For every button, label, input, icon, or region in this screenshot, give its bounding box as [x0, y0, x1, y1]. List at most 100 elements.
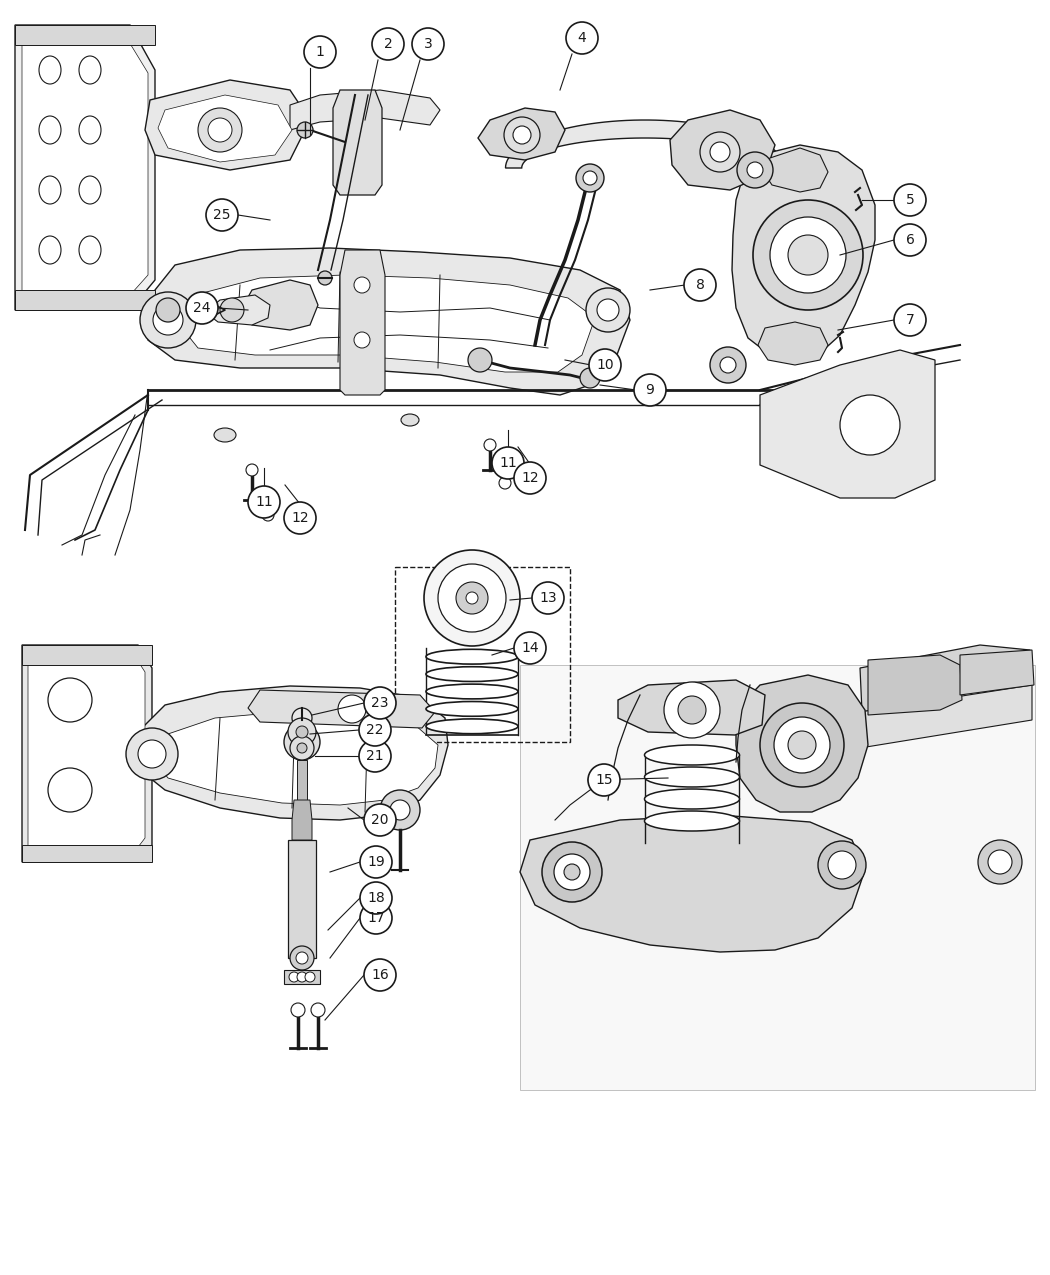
Polygon shape	[140, 686, 448, 820]
Polygon shape	[736, 674, 868, 812]
Circle shape	[338, 695, 366, 723]
Polygon shape	[15, 289, 155, 310]
Circle shape	[840, 395, 900, 455]
Text: 15: 15	[595, 773, 613, 787]
Text: 19: 19	[368, 856, 385, 870]
Circle shape	[262, 509, 274, 521]
Polygon shape	[158, 96, 292, 162]
Circle shape	[364, 687, 396, 719]
Polygon shape	[248, 690, 435, 728]
Circle shape	[492, 448, 524, 479]
Circle shape	[297, 122, 313, 138]
Circle shape	[284, 724, 320, 760]
Circle shape	[48, 768, 92, 812]
Circle shape	[297, 972, 307, 982]
Circle shape	[484, 439, 496, 451]
Text: 25: 25	[213, 208, 231, 222]
Circle shape	[664, 682, 720, 738]
Circle shape	[296, 952, 308, 964]
Text: 10: 10	[596, 358, 614, 372]
Text: 11: 11	[499, 456, 517, 470]
Circle shape	[499, 477, 511, 490]
Circle shape	[296, 725, 308, 738]
Polygon shape	[292, 799, 312, 840]
Ellipse shape	[645, 745, 739, 765]
Text: 24: 24	[193, 301, 211, 315]
Circle shape	[514, 462, 546, 493]
Circle shape	[532, 581, 564, 615]
Circle shape	[290, 946, 314, 970]
Circle shape	[206, 199, 238, 231]
Circle shape	[292, 708, 312, 728]
Circle shape	[554, 854, 590, 890]
Polygon shape	[670, 110, 775, 190]
Polygon shape	[520, 815, 865, 952]
Circle shape	[828, 850, 856, 878]
Circle shape	[412, 28, 444, 60]
Ellipse shape	[214, 428, 236, 442]
Text: 14: 14	[521, 641, 539, 655]
Polygon shape	[478, 108, 565, 159]
Text: 12: 12	[521, 470, 539, 484]
Circle shape	[354, 332, 370, 348]
Polygon shape	[960, 650, 1034, 695]
Circle shape	[580, 368, 600, 388]
Ellipse shape	[645, 789, 739, 810]
Text: 23: 23	[372, 696, 388, 710]
Circle shape	[737, 152, 773, 187]
Circle shape	[126, 728, 178, 780]
Circle shape	[289, 972, 299, 982]
Circle shape	[678, 696, 706, 724]
Circle shape	[291, 1003, 304, 1017]
Circle shape	[788, 731, 816, 759]
Circle shape	[978, 840, 1022, 884]
Circle shape	[684, 269, 716, 301]
Circle shape	[818, 842, 866, 889]
Polygon shape	[22, 845, 152, 862]
Circle shape	[466, 592, 478, 604]
Circle shape	[364, 805, 396, 836]
Circle shape	[514, 632, 546, 664]
Ellipse shape	[426, 701, 518, 717]
Circle shape	[894, 184, 926, 215]
Polygon shape	[22, 32, 148, 303]
Circle shape	[284, 502, 316, 534]
Circle shape	[589, 349, 621, 381]
Polygon shape	[152, 711, 438, 805]
Text: 22: 22	[366, 723, 383, 737]
Text: 17: 17	[368, 912, 384, 924]
Text: 13: 13	[540, 592, 557, 606]
Circle shape	[710, 347, 746, 382]
Ellipse shape	[426, 649, 518, 664]
Polygon shape	[205, 295, 270, 325]
Ellipse shape	[39, 176, 61, 204]
Circle shape	[360, 901, 392, 935]
Circle shape	[364, 959, 396, 991]
Circle shape	[153, 305, 183, 335]
Circle shape	[597, 300, 620, 321]
Polygon shape	[505, 120, 784, 168]
Circle shape	[634, 374, 666, 405]
Circle shape	[770, 217, 846, 293]
Text: 7: 7	[905, 312, 915, 326]
Circle shape	[988, 850, 1012, 873]
Circle shape	[360, 882, 392, 914]
Circle shape	[576, 164, 604, 193]
Circle shape	[894, 224, 926, 256]
Circle shape	[424, 550, 520, 646]
Text: 16: 16	[371, 968, 388, 982]
Circle shape	[248, 486, 280, 518]
Bar	[297, 760, 307, 840]
Circle shape	[156, 298, 180, 323]
Circle shape	[372, 28, 404, 60]
Circle shape	[747, 162, 763, 179]
Polygon shape	[758, 323, 828, 365]
Ellipse shape	[79, 176, 101, 204]
Ellipse shape	[645, 768, 739, 787]
Circle shape	[311, 1003, 326, 1017]
Ellipse shape	[79, 116, 101, 144]
Circle shape	[504, 117, 540, 153]
Circle shape	[360, 847, 392, 878]
Circle shape	[288, 718, 316, 746]
Text: 8: 8	[695, 278, 705, 292]
